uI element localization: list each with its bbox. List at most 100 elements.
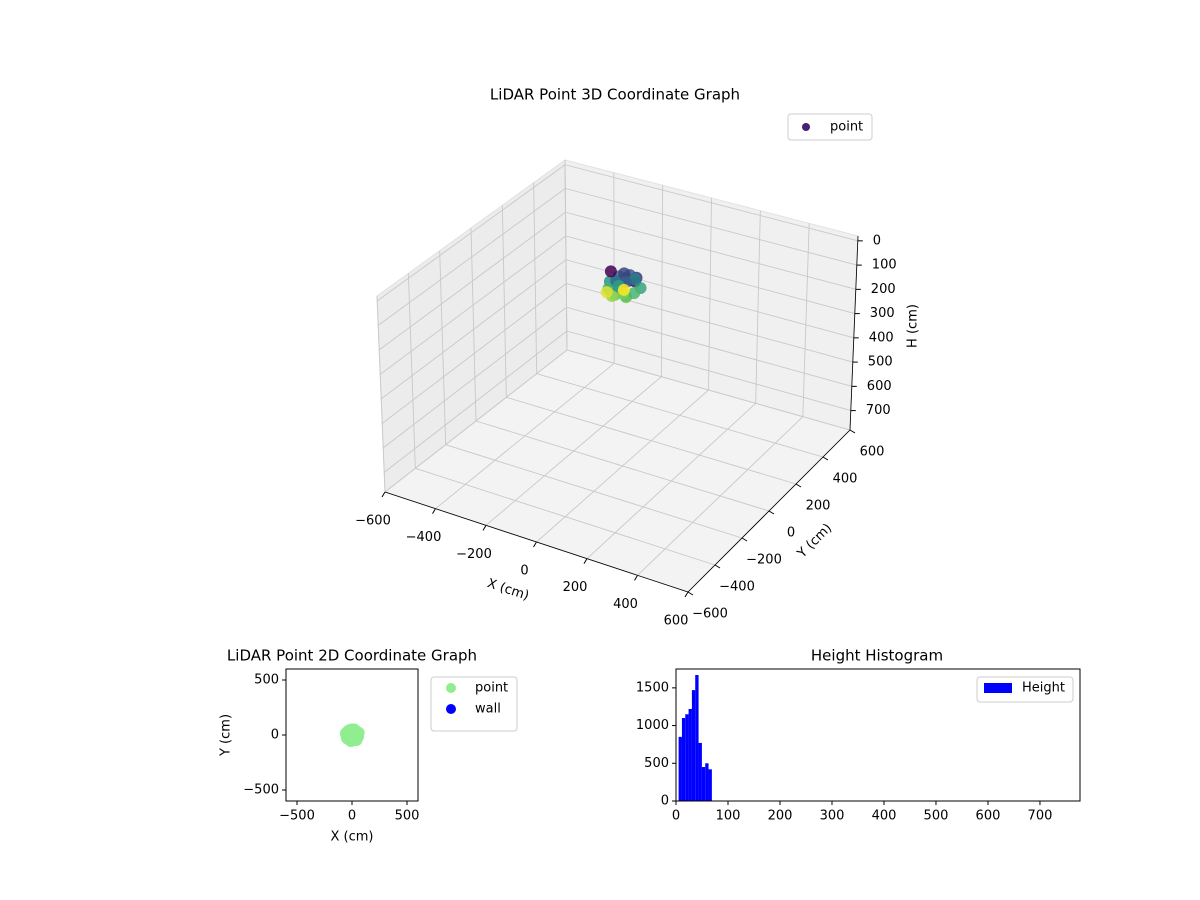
grid-line: [501, 205, 507, 398]
grid-line: [378, 211, 566, 351]
bar: [705, 763, 709, 801]
legend-box: [787, 113, 873, 141]
grid-line: [755, 210, 761, 404]
bar: [701, 767, 706, 801]
x-tick-label: −200: [456, 547, 492, 562]
bar: [691, 690, 696, 801]
z-tick-label: 0: [873, 233, 881, 248]
y-tick-label: 500: [644, 756, 669, 771]
grid-line: [407, 273, 416, 469]
bar: [708, 769, 712, 801]
bar: [698, 742, 702, 801]
tick: [533, 541, 537, 548]
z-tick-label: 100: [872, 258, 897, 273]
grid-line: [376, 164, 566, 302]
x-tick-label: 600: [664, 614, 689, 629]
point: [628, 287, 641, 300]
point: [617, 283, 630, 296]
x-tick-label: 0: [672, 809, 680, 824]
legend-marker: [446, 704, 456, 714]
grid-line: [379, 235, 567, 375]
x-tick-label: 0: [348, 809, 356, 824]
legend-marker: [446, 683, 456, 693]
point: [628, 273, 641, 286]
grid-line: [475, 420, 770, 512]
z-tick-label: 400: [869, 330, 894, 345]
x-tick-label: 400: [872, 809, 897, 824]
tick: [381, 491, 386, 498]
x-tick-label: 700: [1028, 809, 1053, 824]
legend-marker: [802, 123, 810, 131]
tick: [684, 591, 689, 598]
grid-line: [565, 235, 855, 315]
grid-line: [565, 211, 856, 290]
x-tick-label: −600: [355, 514, 391, 529]
x-tick-label: 300: [820, 809, 845, 824]
grid-line: [566, 349, 851, 431]
point: [345, 727, 358, 740]
y-tick-label: 0: [787, 526, 795, 541]
grid-line: [382, 306, 567, 449]
grid-line: [470, 227, 477, 422]
z-tick-label: 200: [871, 282, 896, 297]
tick: [432, 508, 436, 514]
grid-line: [802, 223, 810, 417]
y-tick-label: 1000: [636, 718, 669, 733]
axes-frame: [285, 668, 419, 802]
y-tick-label: 600: [860, 445, 885, 460]
x-axis-label: X (cm): [331, 830, 374, 845]
grid-line: [415, 467, 716, 566]
grid-line: [566, 330, 851, 412]
x-tick-label: 0: [520, 564, 528, 579]
axis-line: [384, 491, 689, 593]
tick: [768, 510, 775, 515]
tick: [714, 564, 721, 569]
axes-frame: [675, 668, 1081, 802]
z-tick-label: 600: [867, 379, 892, 394]
grid-line: [445, 444, 743, 539]
y-tick-label: 0: [271, 728, 279, 743]
z-tick-label: 300: [870, 306, 895, 321]
z-tick-label: 700: [866, 403, 891, 418]
y-tick-label: 0: [661, 794, 669, 809]
grid-line: [439, 250, 447, 445]
chart-title: LiDAR Point 3D Coordinate Graph: [490, 86, 740, 104]
grid-line: [564, 164, 858, 242]
legend-patch: [984, 683, 1012, 693]
tick: [583, 558, 588, 564]
y-tick-label: −500: [243, 783, 279, 798]
y-tick-label: −600: [692, 607, 728, 622]
z-axis-label: H (cm): [906, 304, 921, 348]
point: [600, 286, 613, 299]
y-tick-label: −200: [746, 553, 782, 568]
grid-line: [533, 182, 538, 374]
x-tick-label: 500: [924, 809, 949, 824]
grid-line: [660, 185, 664, 377]
grid-line: [377, 188, 566, 326]
y-tick-label: −400: [719, 580, 755, 595]
grid-line: [566, 306, 852, 387]
grid-line: [380, 259, 567, 400]
x-tick-label: −500: [279, 809, 315, 824]
tick: [687, 591, 694, 596]
y-tick-label: 200: [806, 499, 831, 514]
y-tick-label: 400: [833, 472, 858, 487]
x-tick-label: 500: [395, 809, 420, 824]
axis-line: [687, 429, 851, 593]
tick: [795, 483, 802, 488]
x-tick-label: 600: [976, 809, 1001, 824]
legend-label: point: [475, 681, 508, 696]
bar: [681, 718, 686, 801]
bar: [688, 708, 692, 801]
tick: [634, 575, 638, 581]
grid-line: [506, 396, 797, 485]
grid-line: [564, 159, 568, 351]
y-axis-label: Y (cm): [219, 714, 234, 757]
grid-line: [381, 283, 567, 424]
point: [604, 265, 617, 278]
legend-label: Height: [1022, 681, 1065, 696]
grid-line: [376, 295, 386, 493]
chart-title: LiDAR Point 2D Coordinate Graph: [227, 647, 477, 665]
bar: [695, 675, 699, 801]
